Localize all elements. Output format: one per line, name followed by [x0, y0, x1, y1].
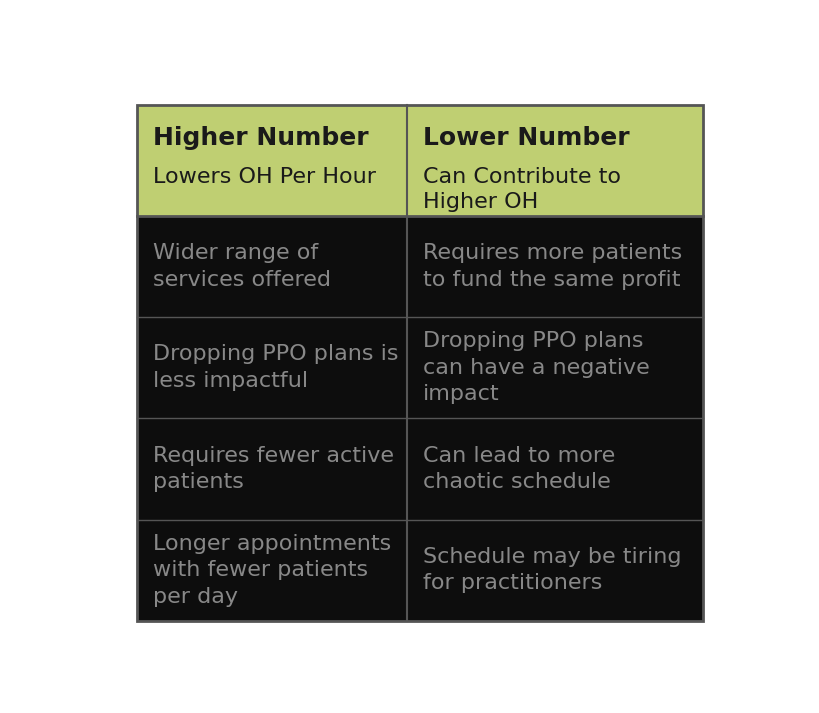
Text: Can lead to more
chaotic schedule: Can lead to more chaotic schedule	[422, 446, 614, 492]
Bar	[138, 105, 702, 621]
Text: Requires fewer active
patients: Requires fewer active patients	[153, 446, 394, 492]
Text: Can Contribute to
Higher OH: Can Contribute to Higher OH	[422, 168, 620, 212]
Text: Dropping PPO plans
can have a negative
impact: Dropping PPO plans can have a negative i…	[422, 332, 649, 404]
Text: Longer appointments
with fewer patients
per day: Longer appointments with fewer patients …	[153, 534, 391, 607]
Text: Schedule may be tiring
for practitioners: Schedule may be tiring for practitioners	[422, 547, 681, 593]
Text: Lowers OH Per Hour: Lowers OH Per Hour	[153, 168, 376, 188]
Text: Dropping PPO plans is
less impactful: Dropping PPO plans is less impactful	[153, 344, 398, 391]
Text: Requires more patients
to fund the same profit: Requires more patients to fund the same …	[422, 243, 681, 289]
Text: Wider range of
services offered: Wider range of services offered	[153, 243, 331, 289]
Text: Higher Number: Higher Number	[153, 125, 369, 150]
Text: Lower Number: Lower Number	[422, 125, 628, 150]
Bar	[138, 105, 702, 216]
Bar	[138, 105, 702, 621]
